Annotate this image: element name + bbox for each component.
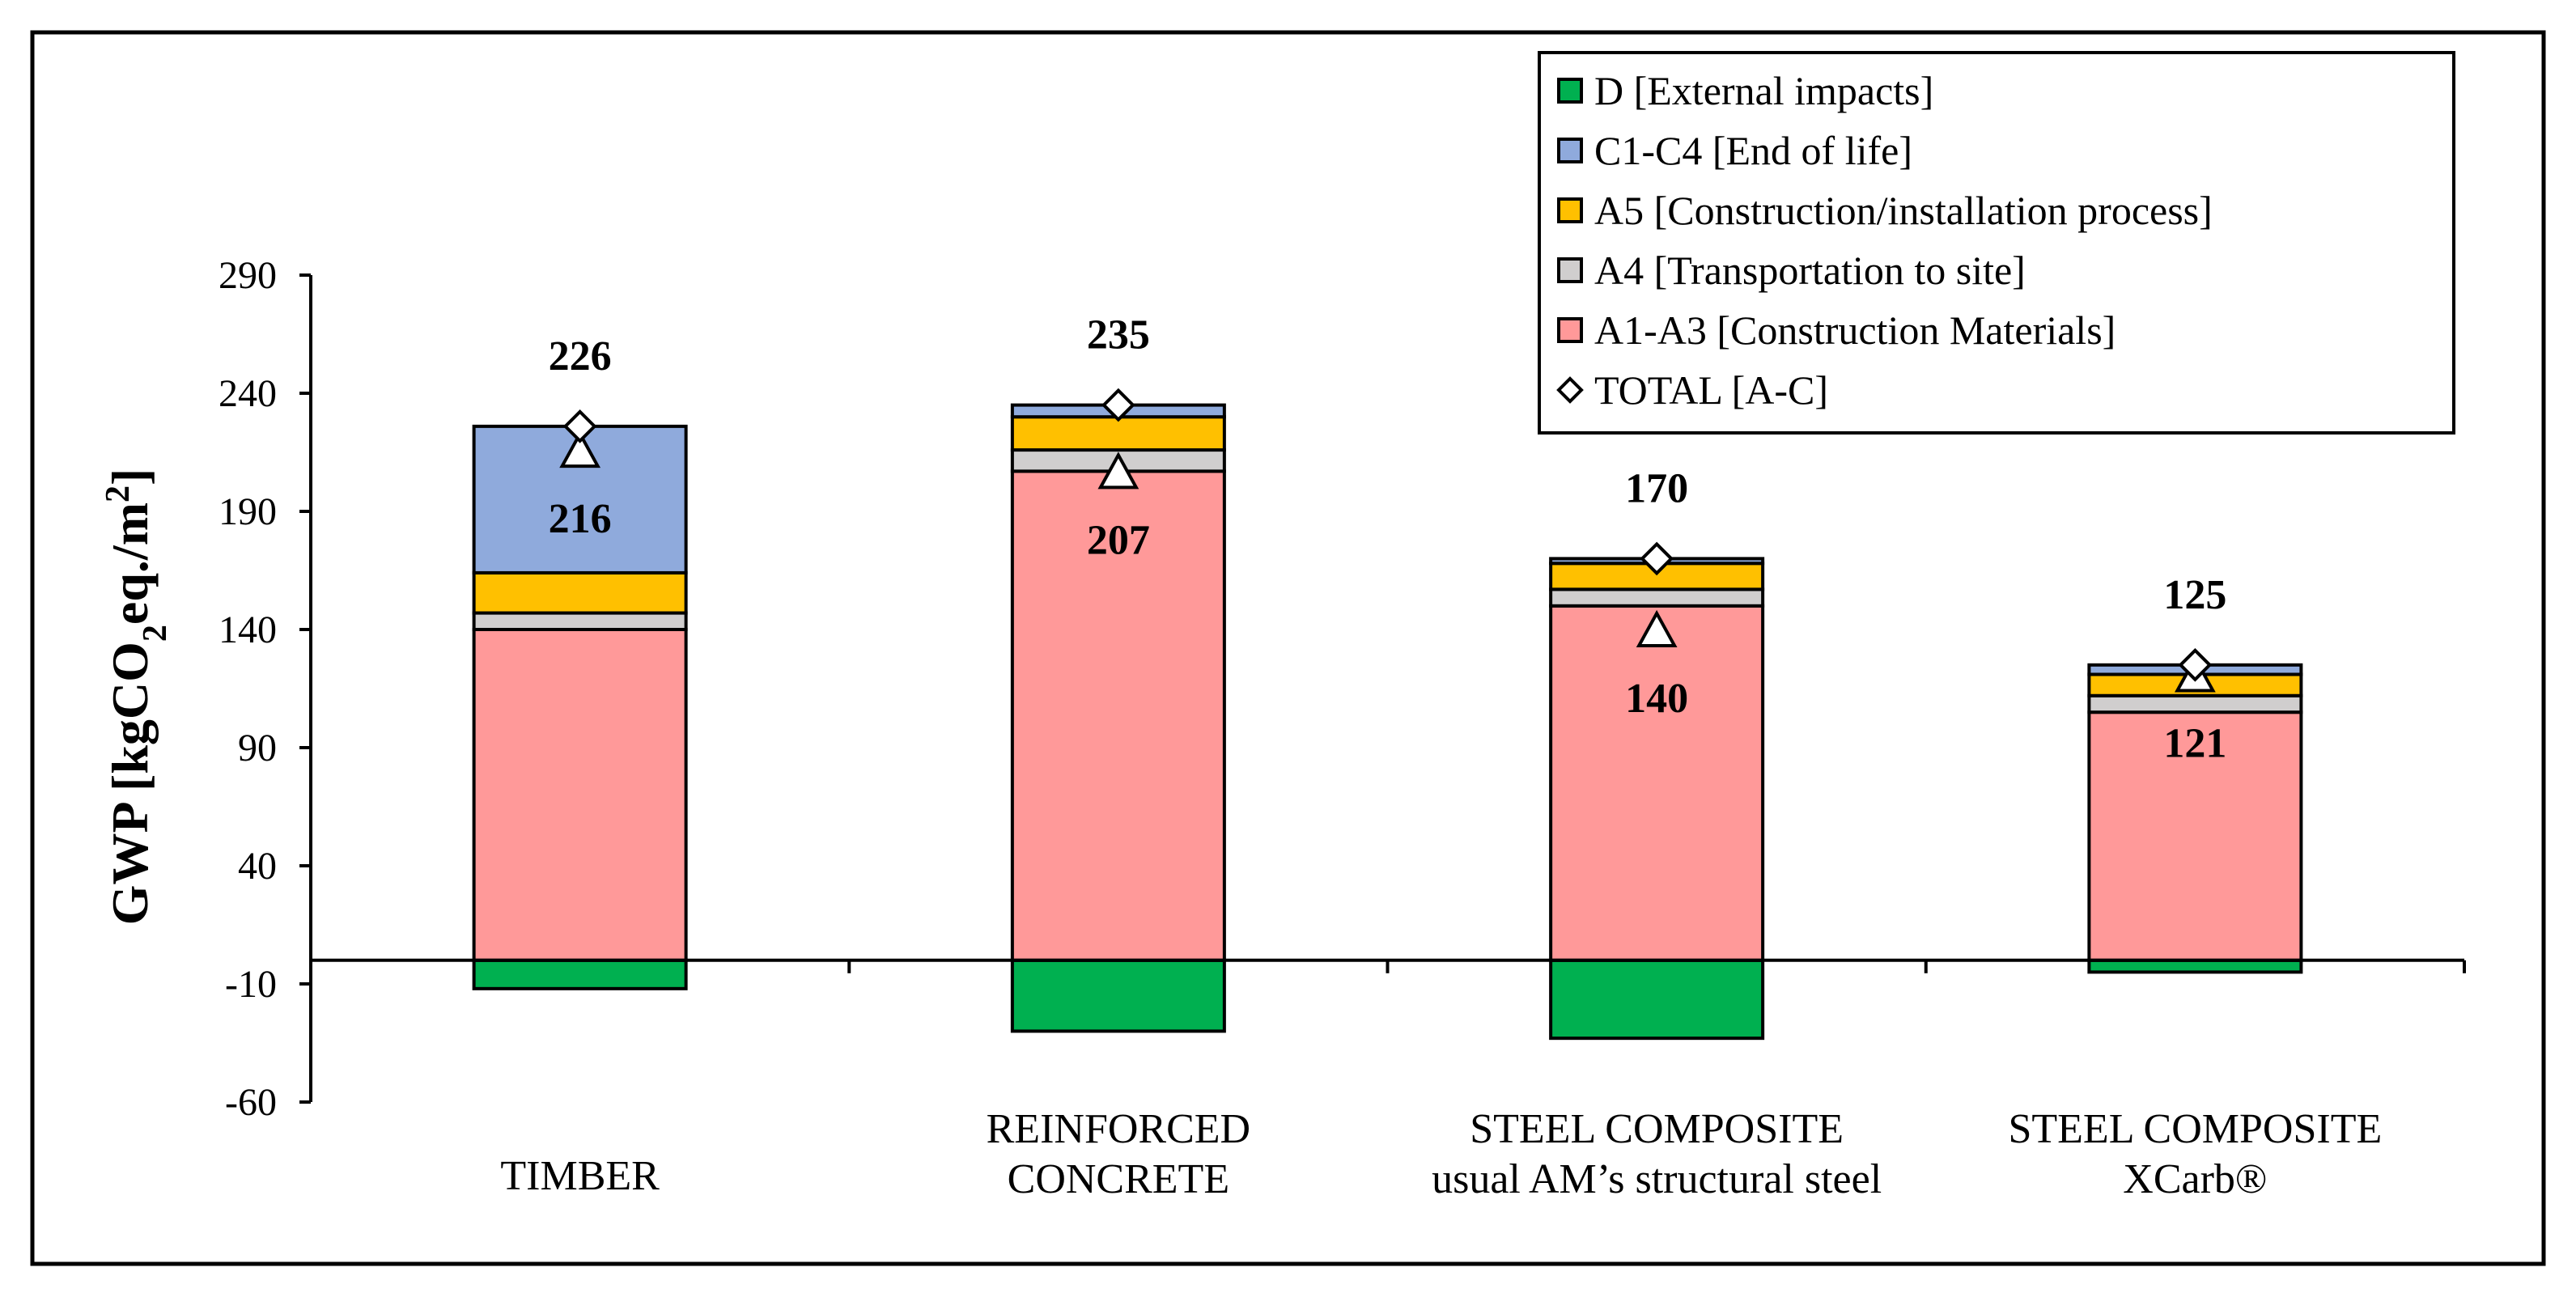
category-label: STEEL COMPOSITE usual AM’s structural ste…	[1432, 1106, 1882, 1202]
bar-segment-a5	[1010, 415, 1226, 452]
total-diamond-marker	[2178, 647, 2213, 682]
total-value-label: 235	[1087, 312, 1150, 358]
legend-entry-label: A5 [Construction/installation process]	[1594, 188, 2213, 233]
category-label: STEEL COMPOSITE XCarb®	[2008, 1106, 2382, 1202]
y-tick-label: -60	[225, 1081, 277, 1124]
legend: D [External impacts] C1-C4 [End of life] A…	[1538, 51, 2455, 435]
y-tick-label: 290	[219, 254, 277, 297]
legend-entry-label: A1-A3 [Construction Materials]	[1594, 307, 2116, 353]
category-label: REINFORCED CONCRETE	[987, 1106, 1250, 1202]
legend-swatch	[1557, 317, 1583, 343]
category-label-line: XCarb®	[2123, 1156, 2267, 1202]
legend-swatch	[1557, 78, 1583, 104]
total-diamond-marker	[1640, 541, 1674, 576]
bar-segment-a4	[472, 611, 688, 631]
total-value-label: 170	[1625, 465, 1688, 511]
y-tick-label: 140	[219, 608, 277, 651]
bar-segment-a4	[2087, 693, 2303, 714]
category-label-line: STEEL COMPOSITE	[2008, 1106, 2382, 1152]
legend-entry-label: C1-C4 [End of life]	[1594, 128, 1912, 173]
triangle-value-label: 207	[1087, 517, 1150, 563]
y-tick-label: 190	[219, 490, 277, 533]
legend-box	[1538, 51, 2455, 435]
category-label-line: REINFORCED	[987, 1106, 1250, 1152]
bar-segment-d	[2087, 958, 2303, 974]
triangle-marker	[1636, 609, 1678, 647]
triangle-value-label: 121	[2163, 720, 2226, 766]
bar-segment-a1-a3	[472, 628, 688, 962]
triangle-value-label: 140	[1625, 676, 1688, 722]
chart-frame	[30, 30, 2546, 1266]
total-diamond-marker	[1101, 388, 1135, 422]
legend-swatch	[1557, 257, 1583, 283]
y-tick-label: 90	[238, 727, 277, 769]
y-tick-label: 240	[219, 372, 277, 415]
total-value-label: 125	[2163, 572, 2226, 618]
bar-segment-d	[1010, 958, 1226, 1033]
category-label-line: CONCRETE	[1008, 1156, 1229, 1202]
legend-entry-label: TOTAL [A-C]	[1594, 367, 1828, 413]
category-label-line: STEEL COMPOSITE	[1470, 1106, 1844, 1152]
y-tick-label: 40	[238, 845, 277, 888]
y-axis-title: GWP [kgCO2eq./m2]	[100, 468, 174, 926]
triangle-marker	[1097, 451, 1139, 490]
legend-swatch	[1557, 138, 1583, 163]
triangle-marker	[559, 430, 601, 468]
triangle-value-label: 216	[549, 496, 612, 542]
y-tick-label: -10	[225, 963, 277, 1006]
category-label-line: TIMBER	[500, 1153, 660, 1199]
total-value-label: 226	[549, 333, 612, 379]
bar-segment-a4	[1549, 587, 1765, 608]
bar-segment-d	[1549, 958, 1765, 1041]
total-diamond-marker	[562, 409, 597, 443]
legend-entry-label: A4 [Transportation to site]	[1594, 248, 2026, 293]
bar-segment-a1-a3	[1010, 469, 1226, 962]
legend-swatch	[1557, 197, 1583, 223]
bar-segment-a1-a3	[1549, 604, 1765, 962]
category-label: TIMBER	[500, 1153, 660, 1199]
bar-segment-a5	[1549, 562, 1765, 591]
legend-entry-label: D [External impacts]	[1594, 68, 1933, 113]
legend-swatch-diamond	[1556, 376, 1584, 404]
bar-segment-a5	[472, 570, 688, 615]
bar-segment-d	[472, 958, 688, 990]
category-label-line: usual AM’s structural steel	[1432, 1156, 1882, 1202]
